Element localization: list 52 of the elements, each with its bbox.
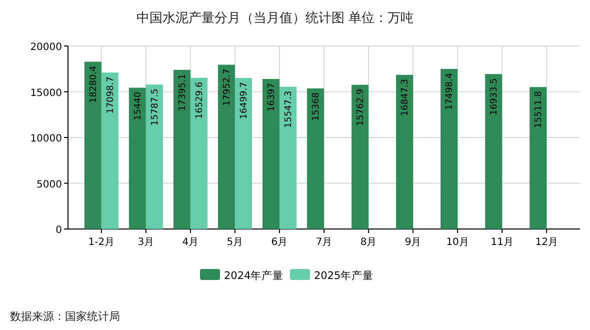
bar (530, 87, 547, 229)
bar (218, 64, 235, 229)
y-tick-label: 15000 (30, 88, 62, 99)
bar (128, 88, 146, 229)
x-tick-label: 10月 (446, 237, 469, 248)
data-label: 16499.7 (239, 82, 250, 120)
data-label: 17098.7 (106, 76, 116, 114)
x-tick-label: 11月 (490, 237, 514, 248)
data-label: 16933.5 (490, 78, 500, 116)
legend-label: 2025年产量 (314, 269, 374, 282)
source-note: 数据来源：国家统计局 (10, 310, 120, 323)
bar (352, 84, 369, 229)
bar (84, 62, 102, 229)
x-tick-label: 8月 (360, 237, 377, 248)
bar (262, 78, 280, 229)
bar (234, 78, 252, 229)
data-label: 16397 (266, 82, 277, 112)
x-tick-label: 5月 (226, 237, 244, 248)
data-label: 15511.8 (534, 90, 544, 128)
bar (101, 72, 118, 229)
bar (146, 84, 163, 229)
data-label: 15547.3 (284, 90, 294, 128)
data-label: 15787.5 (150, 88, 160, 126)
bar (190, 78, 208, 229)
x-tick-label: 3月 (138, 237, 154, 248)
data-label: 18280.4 (88, 65, 99, 103)
chart-title: 中国水泥产量分月（当月值）统计图 单位：万吨 (136, 11, 414, 26)
x-tick-label: 9月 (404, 237, 422, 248)
data-label: 17498.4 (445, 72, 456, 110)
bar (279, 86, 296, 229)
x-tick-label: 7月 (316, 237, 332, 248)
data-label: 16847.3 (400, 78, 411, 116)
y-tick-label: 5000 (36, 179, 62, 190)
y-tick-label: 20000 (30, 42, 62, 53)
data-label: 15762.9 (356, 88, 366, 126)
data-label: 15368 (312, 92, 322, 122)
data-label: 17395.1 (178, 74, 188, 112)
legend-label: 2024年产量 (224, 269, 284, 282)
data-label: 16529.6 (194, 81, 205, 119)
data-label: 15440 (133, 91, 144, 120)
bar (485, 74, 502, 229)
y-tick-label: 0 (56, 225, 62, 236)
x-tick-label: 6月 (271, 237, 288, 248)
bar (307, 88, 324, 229)
x-tick-label: 12月 (535, 237, 558, 248)
bar (396, 74, 414, 229)
data-label: 17952.7 (222, 68, 232, 106)
x-tick-label: 1-2月 (88, 237, 115, 248)
y-tick-label: 10000 (30, 134, 62, 144)
bar (173, 70, 190, 229)
bar (440, 68, 458, 229)
x-tick-label: 4月 (182, 237, 199, 248)
